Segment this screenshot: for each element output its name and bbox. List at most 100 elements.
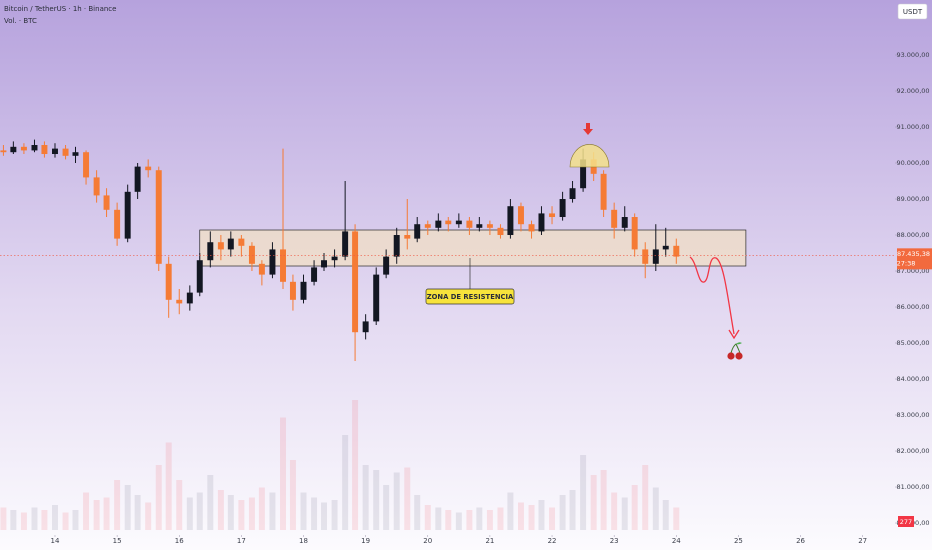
volume-bar	[103, 497, 110, 530]
y-tick-label: 88.000,00	[896, 231, 929, 239]
zone-label: ZONA DE RESISTENCIA	[427, 293, 514, 301]
candle-body	[580, 159, 587, 189]
last-volume-box	[898, 516, 914, 527]
volume-bar	[238, 500, 245, 530]
candle-body	[186, 292, 193, 304]
candle-body	[269, 249, 276, 275]
candle-body	[114, 209, 121, 239]
y-tick-label: 87.000,00	[896, 267, 929, 275]
volume-bar	[517, 502, 524, 530]
candle-body	[383, 256, 390, 275]
volume-bar	[114, 480, 121, 530]
last-price-box	[897, 248, 932, 270]
candle-body	[124, 191, 131, 239]
volume-bar	[362, 465, 369, 530]
candle-body	[248, 245, 255, 264]
x-tick-label: 16	[175, 537, 184, 545]
volume-pane	[0, 400, 680, 530]
candle-body	[528, 224, 535, 232]
volume-bar	[569, 490, 576, 530]
volume-bar	[342, 435, 349, 530]
candle-body	[72, 152, 79, 156]
volume-bar	[631, 485, 638, 530]
y-tick-label: 86.000,00	[896, 303, 929, 311]
volume-bar	[373, 470, 380, 530]
candle-body	[207, 242, 214, 261]
projection	[689, 256, 735, 335]
zone-label-box	[425, 288, 515, 305]
x-tick-label: 23	[610, 537, 619, 545]
volume-bar	[611, 492, 618, 530]
candle-body	[62, 148, 69, 156]
volume-bar	[528, 505, 535, 530]
volume-bar	[145, 502, 152, 530]
candle-body	[600, 173, 607, 210]
candle-body	[83, 152, 90, 178]
candle-body	[404, 235, 411, 239]
y-tick-label: 85.000,00	[896, 339, 929, 347]
volume-bar	[559, 495, 566, 530]
candle-body	[652, 249, 659, 264]
candle-body	[569, 188, 576, 200]
candle-body	[280, 249, 286, 282]
volume-bar	[621, 497, 628, 530]
candle-body	[227, 238, 234, 250]
currency-box[interactable]	[897, 3, 928, 20]
volume-bar	[538, 500, 545, 530]
candle-body	[486, 224, 493, 228]
y-tick-label: 93.000,00	[896, 51, 929, 59]
volume-bar	[590, 475, 597, 530]
volume-bar	[352, 400, 359, 530]
candle-body	[559, 199, 566, 218]
volume-bar	[155, 465, 162, 530]
candle-body	[0, 150, 7, 153]
candle-body	[31, 145, 38, 151]
candle-body	[145, 166, 152, 171]
volume-bar	[321, 502, 327, 530]
candle-body	[331, 256, 338, 261]
volume-bar	[486, 510, 493, 530]
y-tick-label: 84.000,00	[896, 375, 929, 383]
y-tick-label: 83.000,00	[896, 411, 929, 419]
x-tick-label: 17	[237, 537, 246, 545]
x-tick-label: 18	[299, 537, 308, 545]
volume-bar	[72, 510, 79, 530]
volume-bar	[248, 497, 255, 530]
volume-bar	[445, 510, 452, 530]
volume-bar	[404, 467, 411, 530]
volume-bar	[311, 497, 318, 530]
volume-bar	[383, 485, 390, 530]
volume-bar	[331, 500, 338, 530]
candle-body	[476, 224, 483, 228]
candle-body	[311, 267, 318, 282]
volume-bar	[476, 507, 483, 530]
candle-body	[217, 242, 224, 250]
candle-body	[155, 170, 162, 264]
currency[interactable]: USDT	[903, 8, 923, 16]
y-tick-label: 82.000,00	[896, 447, 929, 455]
candle-body	[103, 195, 110, 210]
volume-bar	[10, 510, 17, 530]
x-tick-label: 14	[51, 537, 60, 545]
volume-bar	[258, 487, 265, 530]
candle-body	[642, 249, 649, 264]
volume-bar	[62, 512, 69, 530]
y-tick-label: 89.000,00	[896, 195, 929, 203]
x-tick-label: 19	[361, 537, 370, 545]
candle-body	[455, 220, 462, 225]
x-tick-label: 15	[113, 537, 122, 545]
candle-body	[549, 213, 556, 218]
candle-body	[497, 227, 504, 236]
candle-body	[662, 245, 669, 250]
volume-bar	[580, 455, 587, 530]
volume-bar	[393, 472, 400, 530]
candle-body	[258, 263, 265, 275]
volume-bar	[662, 500, 669, 530]
last-volume: 277	[900, 518, 912, 526]
candle-body	[373, 274, 380, 322]
volume-bar	[300, 492, 307, 530]
volume-bar	[600, 470, 607, 530]
candle-body	[414, 224, 421, 239]
candle-body	[196, 260, 203, 293]
